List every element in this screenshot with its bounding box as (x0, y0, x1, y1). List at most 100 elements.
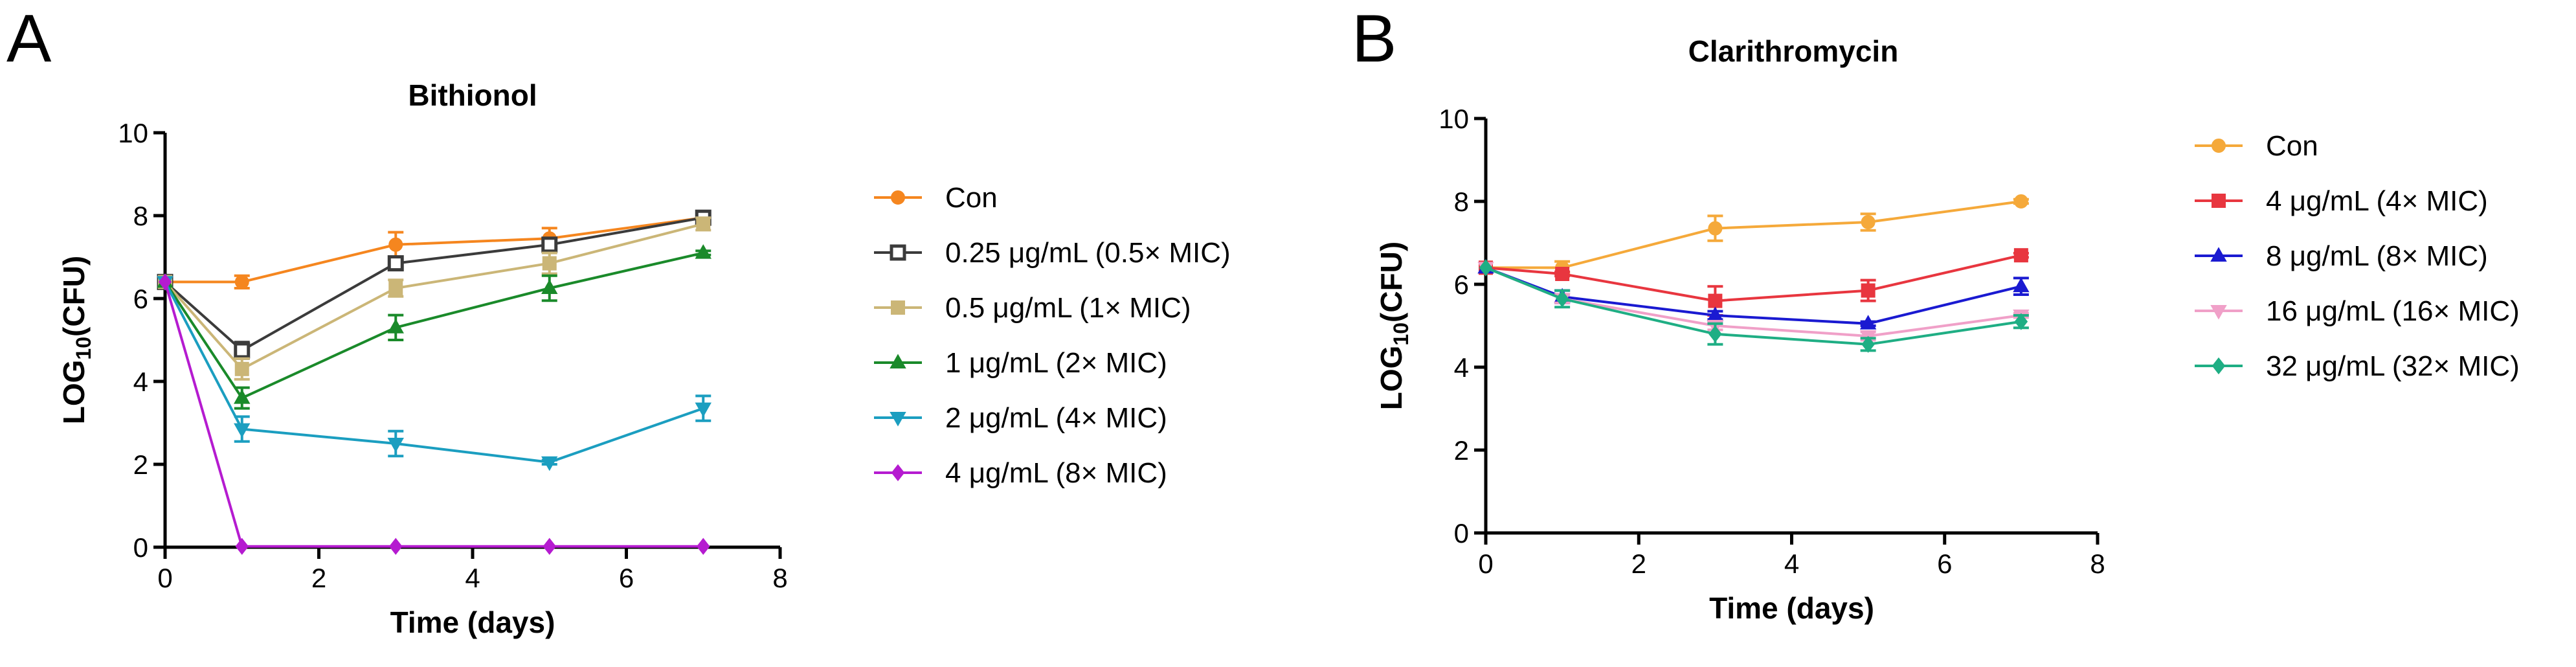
data-point (1708, 325, 1722, 343)
legend-item: 4 μg/mL (4× MIC) (2195, 185, 2488, 217)
legend-item: Con (2195, 130, 2318, 162)
data-point (234, 342, 251, 359)
legend-item: 0.25 μg/mL (0.5× MIC) (874, 237, 1231, 269)
x-tick-label: 8 (2090, 548, 2105, 579)
legend-label: 0.5 μg/mL (1× MIC) (945, 292, 1191, 324)
legend-marker (890, 354, 906, 368)
data-point (1861, 283, 1876, 298)
data-point (695, 244, 711, 259)
legend-marker (2210, 247, 2227, 262)
y-tick-label: 0 (133, 532, 148, 563)
data-point (1555, 267, 1570, 281)
panel-a: A Bithionol 0 2 4 6 8 10 0 2 4 6 8 Time (days) LOG10(… (6, 1, 1231, 639)
data-point (234, 423, 251, 438)
series (158, 210, 711, 289)
data-point (387, 255, 404, 272)
data-point (696, 537, 710, 555)
legend-marker (891, 190, 905, 205)
data-point (234, 361, 249, 376)
y-tick-label: 6 (133, 284, 148, 314)
y-tick-label: 10 (118, 118, 148, 148)
legend-label: 16 μg/mL (16× MIC) (2266, 295, 2520, 327)
legend-label: 2 μg/mL (4× MIC) (945, 402, 1167, 434)
data-point (158, 273, 172, 291)
y-tick-label: 6 (1454, 269, 1469, 300)
data-point (1555, 290, 1569, 308)
legend-marker (2210, 305, 2227, 320)
series (157, 209, 711, 360)
series-line (164, 281, 704, 548)
data-point (696, 216, 711, 231)
data-point (1861, 335, 1875, 353)
data-point (387, 319, 404, 334)
y-tick-label: 10 (1439, 104, 1469, 134)
legend-marker (2212, 139, 2226, 153)
y-tick-label: 8 (1454, 187, 1469, 217)
y-tick-label: 0 (1454, 518, 1469, 548)
x-tick-label: 4 (1784, 548, 1799, 579)
data-point (695, 402, 711, 418)
y-tick-label: 8 (133, 201, 148, 231)
legend-label: Con (945, 182, 998, 214)
legend-item: 2 μg/mL (4× MIC) (874, 402, 1167, 434)
panel-letter: B (1352, 1, 1397, 76)
legend-label: 8 μg/mL (8× MIC) (2266, 240, 2488, 272)
x-tick-label: 2 (311, 563, 326, 593)
x-tick-label: 4 (465, 563, 480, 593)
panel-letter: A (6, 1, 52, 76)
data-point (234, 275, 249, 289)
data-point (387, 438, 404, 453)
legend-item: Con (874, 182, 998, 214)
series-line (1486, 200, 2022, 269)
data-point (542, 256, 557, 271)
y-axis-label: LOG10(CFU) (57, 256, 95, 424)
data-point (541, 279, 558, 294)
legend-item: 8 μg/mL (8× MIC) (2195, 240, 2488, 272)
x-tick-label: 8 (772, 563, 787, 593)
legend-label: 1 μg/mL (2× MIC) (945, 347, 1167, 379)
y-tick-label: 4 (133, 367, 148, 397)
y-tick-label: 2 (133, 449, 148, 480)
axes: 0 2 4 6 8 10 0 2 4 6 8 Time (days) LOG10(CFU) (57, 118, 788, 639)
series (1479, 259, 2029, 353)
data-point (2013, 277, 2030, 293)
series (157, 244, 711, 410)
y-tick-label: 2 (1454, 435, 1469, 466)
legend-item: 0.5 μg/mL (1× MIC) (874, 292, 1191, 324)
axes: 0 2 4 6 8 10 0 2 4 6 8 Time (days) LOG10(CFU) (1374, 104, 2105, 625)
legend-marker (891, 300, 905, 315)
y-axis-label: LOG10(CFU) (1374, 242, 1413, 410)
series (1479, 194, 2029, 275)
data-point (235, 537, 249, 555)
x-tick-label: 0 (157, 563, 172, 593)
legend-item: 32 μg/mL (32× MIC) (2195, 350, 2520, 382)
legend-marker (891, 464, 905, 482)
legend-marker (890, 244, 906, 261)
legend-label: 32 μg/mL (32× MIC) (2266, 350, 2520, 382)
legend-label: Con (2266, 130, 2318, 162)
legend-item: 16 μg/mL (16× MIC) (2195, 295, 2520, 327)
data-point (541, 236, 558, 253)
series (158, 273, 710, 555)
data-point (1708, 293, 1723, 308)
data-point (1708, 221, 1723, 236)
y-tick-label: 4 (1454, 352, 1469, 383)
data-point (2013, 194, 2028, 209)
data-point (1859, 315, 1877, 330)
data-point (1861, 215, 1876, 229)
legend-label: 4 μg/mL (8× MIC) (945, 457, 1167, 489)
x-tick-label: 2 (1631, 548, 1646, 579)
data-point (2014, 313, 2028, 330)
legend-label: 4 μg/mL (4× MIC) (2266, 185, 2488, 217)
legend-item: 1 μg/mL (2× MIC) (874, 347, 1167, 379)
data-point (388, 281, 403, 295)
x-tick-label: 0 (1478, 548, 1493, 579)
x-axis-label: Time (days) (1709, 591, 1874, 625)
bithionol-chart: Bithionol 0 2 4 6 8 10 0 2 4 6 8 Time (days) LOG10(CF… (57, 78, 1231, 639)
x-tick-label: 6 (1937, 548, 1952, 579)
data-point (2013, 248, 2028, 263)
data-point (1479, 259, 1493, 277)
x-tick-label: 6 (619, 563, 634, 593)
data-point (388, 537, 403, 555)
data-point (541, 456, 558, 471)
